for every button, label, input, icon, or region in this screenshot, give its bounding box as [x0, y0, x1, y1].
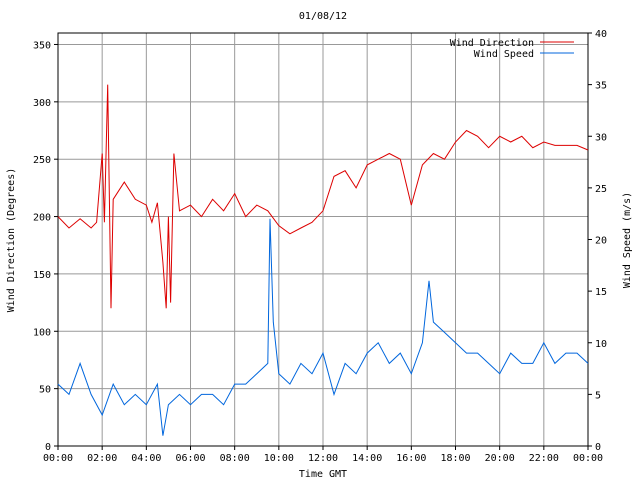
series-line-wind-speed: [57, 218, 589, 436]
x-tick-label: 20:00: [485, 453, 515, 464]
legend-label-wind-direction: Wind Direction: [450, 38, 534, 49]
y-tick-label-right: 15: [595, 287, 607, 298]
y-tick-label-left: 250: [33, 155, 51, 166]
x-tick-label: 06:00: [175, 453, 205, 464]
y-tick-label-right: 40: [595, 29, 607, 40]
y-tick-label-right: 0: [595, 442, 601, 453]
y-tick-label-left: 350: [33, 40, 51, 51]
x-tick-label: 00:00: [43, 453, 73, 464]
axis-ticks: [54, 32, 592, 450]
x-tick-label: 18:00: [440, 453, 470, 464]
y-tick-label-right: 30: [595, 132, 607, 143]
legend-label-wind-speed: Wind Speed: [474, 49, 534, 60]
y-tick-label-right: 5: [595, 390, 601, 401]
x-tick-label: 16:00: [396, 453, 426, 464]
x-tick-label: 14:00: [352, 453, 382, 464]
y-tick-label-right: 25: [595, 184, 607, 195]
y-tick-label-right: 10: [595, 339, 607, 350]
y-tick-label-left: 150: [33, 270, 51, 281]
x-axis-label: Time GMT: [299, 469, 347, 480]
legend: Wind Direction Wind Speed: [450, 38, 574, 60]
y-tick-label-left: 50: [39, 385, 51, 396]
tick-labels: 00:00 02:00 04:00 06:00 08:00 10:00 12:00 14:00…: [33, 29, 607, 464]
x-tick-label: 00:00: [573, 453, 603, 464]
chart-title: 01/08/12: [299, 11, 347, 22]
y-axis-label-left: Wind Direction (Degrees): [6, 168, 17, 313]
series-line-wind-direction: [57, 84, 589, 309]
y-tick-label-left: 100: [33, 327, 51, 338]
series-lines: [57, 84, 589, 436]
y-tick-label-left: 200: [33, 213, 51, 224]
y-tick-label-right: 35: [595, 81, 607, 92]
y-tick-label-right: 20: [595, 236, 607, 247]
x-tick-label: 04:00: [131, 453, 161, 464]
x-tick-label: 08:00: [220, 453, 250, 464]
x-tick-label: 02:00: [87, 453, 117, 464]
x-tick-label: 22:00: [529, 453, 559, 464]
x-tick-label: 10:00: [264, 453, 294, 464]
y-tick-label-left: 0: [45, 442, 51, 453]
y-tick-label-left: 300: [33, 98, 51, 109]
grid-lines: [58, 33, 588, 446]
x-tick-label: 12:00: [308, 453, 338, 464]
y-axis-label-right: Wind Speed (m/s): [622, 192, 633, 288]
